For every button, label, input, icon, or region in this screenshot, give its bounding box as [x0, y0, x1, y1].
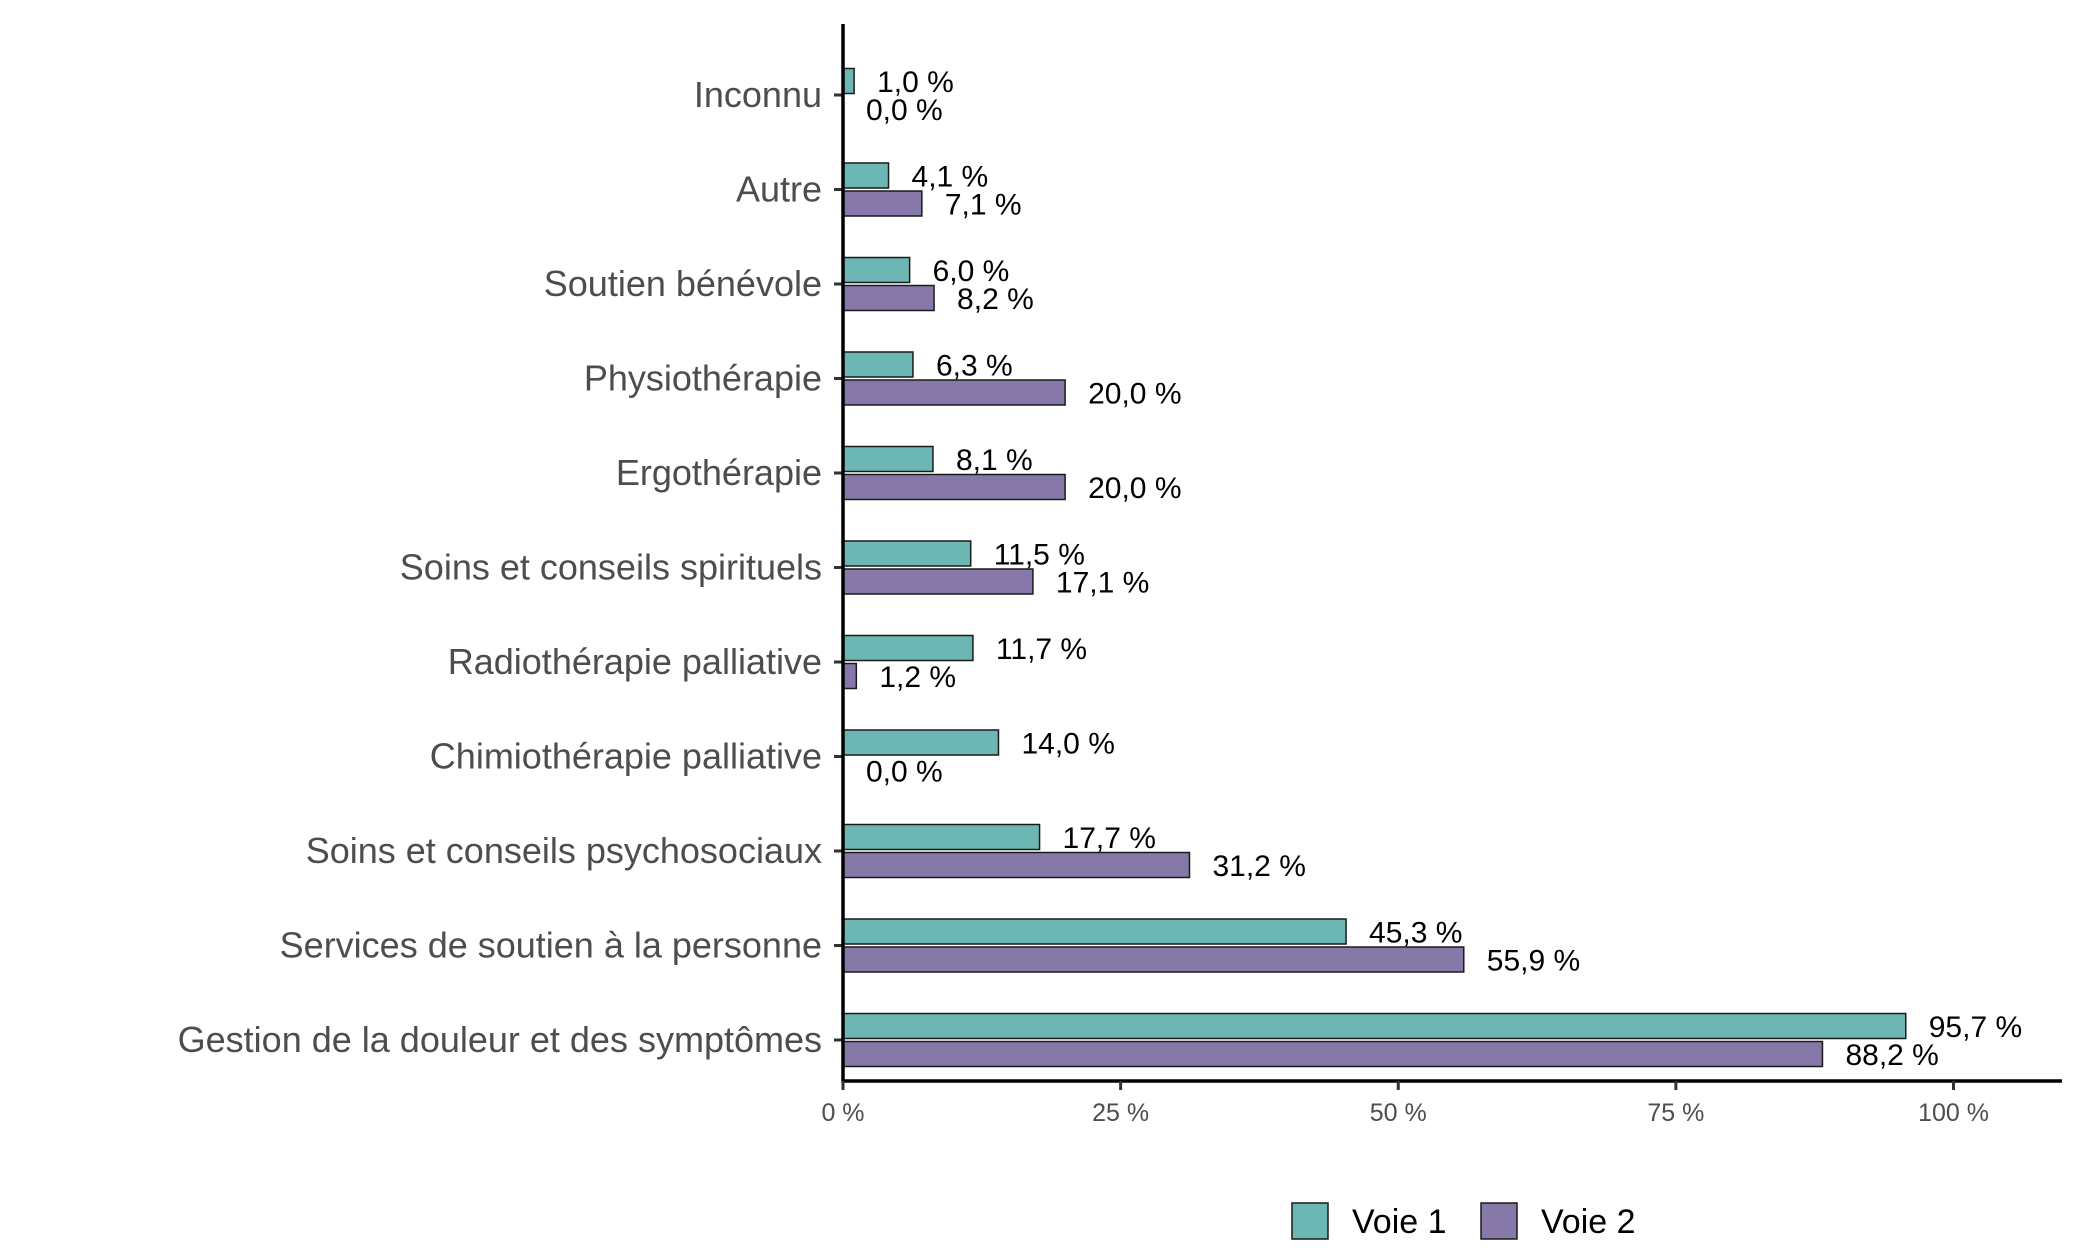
x-tick-label: 0 %	[821, 1099, 864, 1127]
data-label: 11,5 %	[994, 539, 1085, 572]
data-label: 20,0 %	[1088, 472, 1181, 505]
data-label: 31,2 %	[1212, 850, 1305, 883]
data-label: 95,7 %	[1929, 1011, 2022, 1044]
data-label: 6,0 %	[933, 255, 1010, 288]
bar-voie-1	[842, 256, 911, 284]
category-label: Ergothérapie	[616, 452, 822, 493]
category-label: Radiothérapie palliative	[448, 641, 822, 682]
bar-voie-1	[842, 823, 1041, 851]
legend: Voie 1 Voie 2	[1291, 1202, 1636, 1241]
category-labels-layer: Inconnu Autre Soutien bénévole Physiothérap…	[178, 74, 843, 1060]
legend-key-voie-1	[1291, 1202, 1329, 1240]
category-label: Services de soutien à la personne	[280, 925, 822, 966]
bar-voie-2	[842, 1040, 1824, 1068]
data-label: 8,2 %	[957, 283, 1034, 316]
bar-voie-2	[842, 946, 1465, 973]
data-label: 11,7 %	[996, 633, 1087, 666]
bar-voie-1	[842, 162, 890, 189]
bar-voie-1	[842, 918, 1347, 945]
category-label: Soins et conseils spirituels	[400, 547, 822, 588]
data-label: 14,0 %	[1021, 728, 1114, 761]
data-label: 6,3 %	[936, 350, 1013, 383]
category-label: Gestion de la douleur et des symptômes	[178, 1019, 822, 1060]
bar-voie-2	[842, 662, 858, 690]
bar-voie-2	[842, 851, 1191, 879]
data-label: 7,1 %	[945, 189, 1022, 222]
category-label: Soins et conseils psychosociaux	[306, 830, 822, 871]
bar-voie-2	[842, 190, 923, 217]
x-ticks-layer: 0 % 25 % 50 % 75 % 100 %	[821, 1081, 1989, 1127]
bar-voie-1	[842, 351, 914, 378]
x-tick-label: 50 %	[1370, 1099, 1427, 1127]
bar-voie-1	[842, 634, 974, 662]
data-label: 4,1 %	[912, 161, 989, 194]
x-tick-label: 25 %	[1092, 1099, 1149, 1127]
category-label: Chimiothérapie palliative	[430, 736, 822, 777]
data-label: 0,0 %	[866, 756, 943, 789]
data-label: 1,0 %	[877, 66, 954, 99]
bar-voie-2	[842, 379, 1066, 406]
data-label: 45,3 %	[1369, 917, 1462, 950]
data-label: 17,7 %	[1063, 822, 1156, 855]
data-label: 1,2 %	[879, 661, 956, 694]
x-tick-label: 75 %	[1647, 1099, 1704, 1127]
data-label: 0,0 %	[866, 94, 943, 127]
data-label: 55,9 %	[1487, 945, 1580, 978]
value-labels-layer: 1,0 %0,0 %4,1 %7,1 %6,0 %8,2 %6,3 %20,0 …	[866, 66, 2022, 1072]
data-label: 8,1 %	[956, 444, 1033, 477]
legend-label: Voie 2	[1541, 1203, 1636, 1241]
bar-voie-1	[842, 540, 972, 567]
data-label: 20,0 %	[1088, 378, 1181, 411]
bar-voie-1	[842, 445, 934, 473]
category-label: Physiothérapie	[584, 358, 822, 399]
data-label: 17,1 %	[1056, 567, 1149, 600]
category-label: Soutien bénévole	[544, 263, 822, 304]
bar-voie-1	[842, 729, 1000, 756]
legend-label: Voie 1	[1352, 1203, 1447, 1241]
category-label: Autre	[736, 169, 822, 210]
bar-voie-2	[842, 568, 1034, 595]
bar-voie-1	[842, 1012, 1907, 1040]
bar-voie-2	[842, 473, 1066, 501]
bars-layer	[842, 67, 1907, 1068]
category-label: Inconnu	[694, 74, 822, 115]
legend-key-voie-2	[1480, 1202, 1518, 1240]
x-tick-label: 100 %	[1918, 1099, 1989, 1127]
data-label: 88,2 %	[1845, 1039, 1938, 1072]
bar-voie-2	[842, 284, 935, 312]
